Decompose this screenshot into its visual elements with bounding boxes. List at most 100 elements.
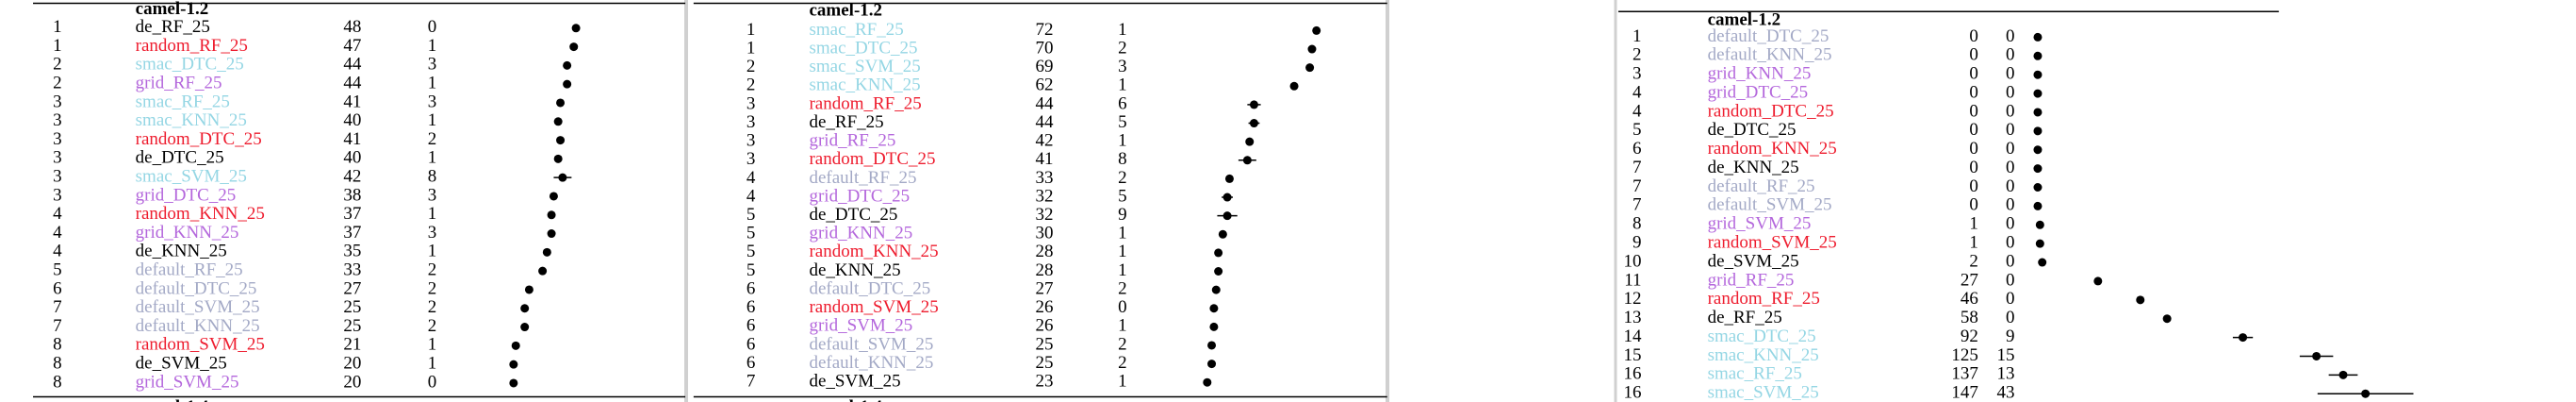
rank: 6 xyxy=(747,316,756,336)
rank: 8 xyxy=(1633,214,1642,234)
treatment-name: default_DTC_25 xyxy=(136,278,257,298)
median: 41 xyxy=(343,92,361,111)
iqr: 2 xyxy=(428,278,437,298)
rank: 1 xyxy=(1633,26,1642,46)
iqr: 0 xyxy=(2006,158,2015,177)
rank: 5 xyxy=(53,260,61,280)
rank: 4 xyxy=(1633,82,1642,102)
rank: 4 xyxy=(747,186,756,206)
treatment-name: default_RF_25 xyxy=(136,260,243,280)
median: 0 xyxy=(1969,176,1978,196)
rank: 7 xyxy=(1633,158,1642,177)
median-dot xyxy=(2312,351,2322,360)
median: 37 xyxy=(343,223,361,243)
treatment-name: de_KNN_25 xyxy=(1708,158,1799,177)
median-dot xyxy=(1222,211,1232,221)
iqr: 1 xyxy=(1118,260,1127,280)
rank: 4 xyxy=(1633,101,1642,121)
median-dot xyxy=(520,304,530,313)
iqr: 3 xyxy=(1118,57,1127,76)
treatment-name: grid_KNN_25 xyxy=(1708,64,1812,84)
treatment-name: random_KNN_25 xyxy=(1708,139,1837,159)
rank: 9 xyxy=(1633,233,1642,253)
median: 0 xyxy=(1969,82,1978,102)
rank: 2 xyxy=(53,55,61,75)
rank: 3 xyxy=(53,110,61,130)
treatment-name: de_RF_25 xyxy=(136,17,210,37)
treatment-name: grid_SVM_25 xyxy=(809,316,912,336)
treatment-name: de_DTC_25 xyxy=(809,205,897,225)
iqr: 1 xyxy=(428,354,437,374)
treatment-name: smac_DTC_25 xyxy=(809,38,917,58)
median: 25 xyxy=(1036,353,1054,373)
median: 27 xyxy=(1961,270,1978,290)
median: 69 xyxy=(1036,57,1054,76)
iqr: 0 xyxy=(2006,195,2015,215)
treatment-name: default_KNN_25 xyxy=(136,316,260,336)
rank: 3 xyxy=(53,185,61,205)
iqr: 1 xyxy=(1118,75,1127,95)
rank: 1 xyxy=(53,36,61,56)
rank: 2 xyxy=(53,74,61,93)
median: 32 xyxy=(1036,186,1054,206)
iqr: 3 xyxy=(428,92,437,111)
median-dot xyxy=(558,173,567,182)
median: 48 xyxy=(343,17,361,37)
median-dot xyxy=(1222,193,1232,202)
table-title: camel-1.2 xyxy=(1708,9,1781,29)
treatment-name: de_RF_25 xyxy=(809,112,883,132)
rank: 7 xyxy=(747,372,756,392)
treatment-name: random_RF_25 xyxy=(136,36,248,56)
iqr: 0 xyxy=(2006,64,2015,84)
median: 35 xyxy=(343,242,361,261)
rank: 4 xyxy=(747,168,756,188)
median-dot xyxy=(511,341,520,350)
median-dot xyxy=(1305,63,1315,73)
median-dot xyxy=(2035,239,2044,248)
median-dot xyxy=(2033,126,2043,136)
rank: 12 xyxy=(1623,289,1641,309)
iqr: 2 xyxy=(428,297,437,317)
rank: 8 xyxy=(53,372,61,392)
iqr: 2 xyxy=(428,316,437,336)
median-dot xyxy=(2033,164,2043,174)
median-dot xyxy=(2338,370,2348,379)
iqr: 2 xyxy=(428,260,437,280)
median: 42 xyxy=(343,167,361,187)
iqr: 2 xyxy=(1118,334,1127,354)
rank: 4 xyxy=(53,204,62,224)
median-dot xyxy=(1242,156,1252,165)
treatment-name: random_DTC_25 xyxy=(809,149,935,169)
iqr: 0 xyxy=(2006,308,2015,327)
treatment-name: random_SVM_25 xyxy=(1708,233,1837,253)
median: 21 xyxy=(343,335,361,355)
rank: 5 xyxy=(747,205,756,225)
iqr: 1 xyxy=(1118,224,1127,243)
rank: 3 xyxy=(747,112,756,132)
treatment-name: de_RF_25 xyxy=(1708,308,1782,327)
rank: 3 xyxy=(53,92,61,111)
rank: 7 xyxy=(53,297,61,317)
treatment-name: de_DTC_25 xyxy=(1708,120,1797,140)
median-dot xyxy=(2239,333,2248,343)
iqr: 3 xyxy=(428,223,437,243)
iqr: 0 xyxy=(2006,82,2015,102)
median: 1 xyxy=(1969,214,1978,234)
rank: 4 xyxy=(53,223,62,243)
treatment-name: grid_RF_25 xyxy=(809,131,895,151)
median-dot xyxy=(509,378,518,388)
treatment-name: random_KNN_25 xyxy=(136,204,265,224)
median: 125 xyxy=(1951,345,1978,365)
rank: 1 xyxy=(53,17,61,37)
iqr: 1 xyxy=(428,74,437,93)
rank: 6 xyxy=(747,278,756,298)
iqr: 1 xyxy=(1118,372,1127,392)
median: 47 xyxy=(343,36,361,56)
median-dot xyxy=(1245,137,1255,146)
rank: 14 xyxy=(1623,327,1642,346)
treatment-name: smac_SVM_25 xyxy=(1708,383,1819,402)
treatment-name: default_SVM_25 xyxy=(809,334,933,354)
median-dot xyxy=(524,285,533,294)
